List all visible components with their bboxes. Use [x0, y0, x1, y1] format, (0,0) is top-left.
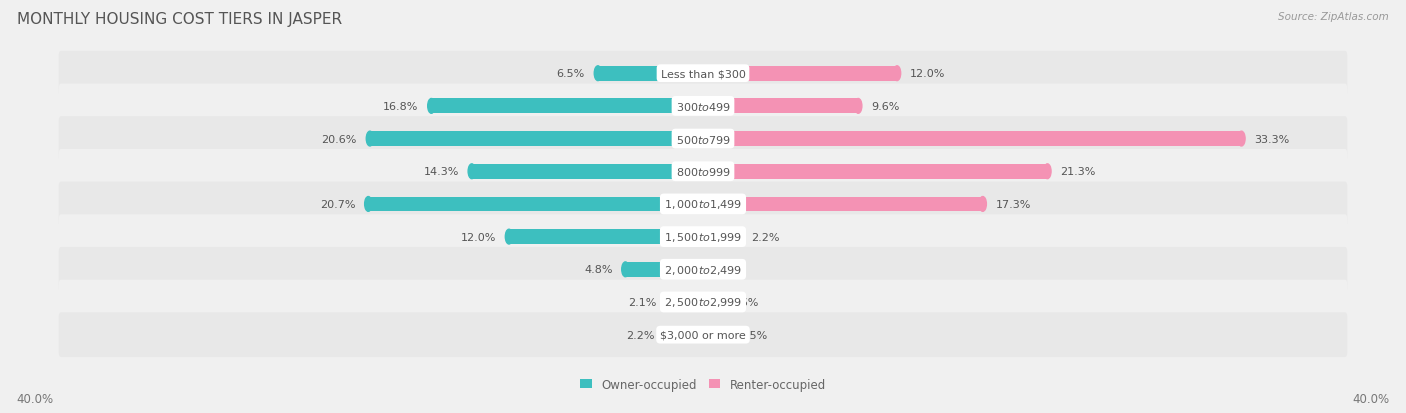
Text: 12.0%: 12.0%: [461, 232, 496, 242]
Text: $1,000 to $1,499: $1,000 to $1,499: [664, 198, 742, 211]
Circle shape: [724, 328, 731, 342]
Text: 0.0%: 0.0%: [716, 265, 744, 275]
Circle shape: [364, 197, 373, 212]
FancyBboxPatch shape: [59, 84, 1347, 129]
Bar: [432, 99, 703, 114]
Circle shape: [735, 230, 742, 244]
Bar: [368, 197, 703, 212]
Text: 20.7%: 20.7%: [321, 199, 356, 209]
Text: Less than $300: Less than $300: [661, 69, 745, 79]
Text: 9.6%: 9.6%: [872, 102, 900, 112]
Circle shape: [366, 132, 374, 147]
FancyBboxPatch shape: [59, 52, 1347, 96]
Bar: [703, 99, 858, 114]
Text: $1,500 to $1,999: $1,500 to $1,999: [664, 230, 742, 244]
Text: Source: ZipAtlas.com: Source: ZipAtlas.com: [1278, 12, 1389, 22]
Circle shape: [427, 99, 434, 114]
Bar: [370, 132, 703, 147]
Circle shape: [893, 66, 901, 81]
Circle shape: [505, 230, 513, 244]
Circle shape: [664, 328, 671, 342]
Bar: [509, 230, 703, 244]
Text: 2.1%: 2.1%: [627, 297, 657, 307]
Circle shape: [665, 295, 672, 310]
Text: 40.0%: 40.0%: [1353, 392, 1389, 405]
Text: 14.3%: 14.3%: [423, 167, 458, 177]
FancyBboxPatch shape: [59, 150, 1347, 194]
FancyBboxPatch shape: [59, 215, 1347, 259]
Legend: Owner-occupied, Renter-occupied: Owner-occupied, Renter-occupied: [579, 377, 827, 391]
Text: 0.46%: 0.46%: [723, 297, 759, 307]
Bar: [703, 66, 897, 81]
Circle shape: [855, 99, 862, 114]
Text: 2.2%: 2.2%: [626, 330, 654, 340]
Circle shape: [468, 164, 475, 179]
Circle shape: [621, 262, 628, 277]
Circle shape: [1237, 132, 1246, 147]
Bar: [668, 328, 703, 342]
FancyBboxPatch shape: [59, 182, 1347, 227]
Text: 4.8%: 4.8%: [583, 265, 613, 275]
Circle shape: [1043, 164, 1052, 179]
Circle shape: [707, 295, 714, 310]
Text: 17.3%: 17.3%: [995, 199, 1031, 209]
Text: $2,000 to $2,499: $2,000 to $2,499: [664, 263, 742, 276]
Text: 40.0%: 40.0%: [17, 392, 53, 405]
Text: 6.5%: 6.5%: [557, 69, 585, 79]
Bar: [703, 164, 1047, 179]
Text: $500 to $799: $500 to $799: [675, 133, 731, 145]
Text: 21.3%: 21.3%: [1060, 167, 1095, 177]
Bar: [472, 164, 703, 179]
Text: $800 to $999: $800 to $999: [675, 166, 731, 178]
Bar: [703, 295, 710, 310]
Text: 12.0%: 12.0%: [910, 69, 945, 79]
Text: $300 to $499: $300 to $499: [675, 101, 731, 113]
FancyBboxPatch shape: [59, 117, 1347, 161]
Bar: [703, 197, 983, 212]
Text: 16.8%: 16.8%: [382, 102, 419, 112]
Bar: [703, 230, 738, 244]
Text: $3,000 or more: $3,000 or more: [661, 330, 745, 340]
Text: 20.6%: 20.6%: [322, 134, 357, 144]
Bar: [626, 262, 703, 277]
Circle shape: [979, 197, 987, 212]
Text: 2.2%: 2.2%: [752, 232, 780, 242]
Bar: [703, 132, 1241, 147]
Text: MONTHLY HOUSING COST TIERS IN JASPER: MONTHLY HOUSING COST TIERS IN JASPER: [17, 12, 342, 27]
Text: 33.3%: 33.3%: [1254, 134, 1289, 144]
Bar: [703, 328, 727, 342]
Bar: [669, 295, 703, 310]
FancyBboxPatch shape: [59, 247, 1347, 292]
Text: $2,500 to $2,999: $2,500 to $2,999: [664, 296, 742, 309]
Circle shape: [595, 66, 602, 81]
FancyBboxPatch shape: [59, 280, 1347, 325]
Bar: [598, 66, 703, 81]
FancyBboxPatch shape: [59, 313, 1347, 357]
Text: 1.5%: 1.5%: [740, 330, 769, 340]
